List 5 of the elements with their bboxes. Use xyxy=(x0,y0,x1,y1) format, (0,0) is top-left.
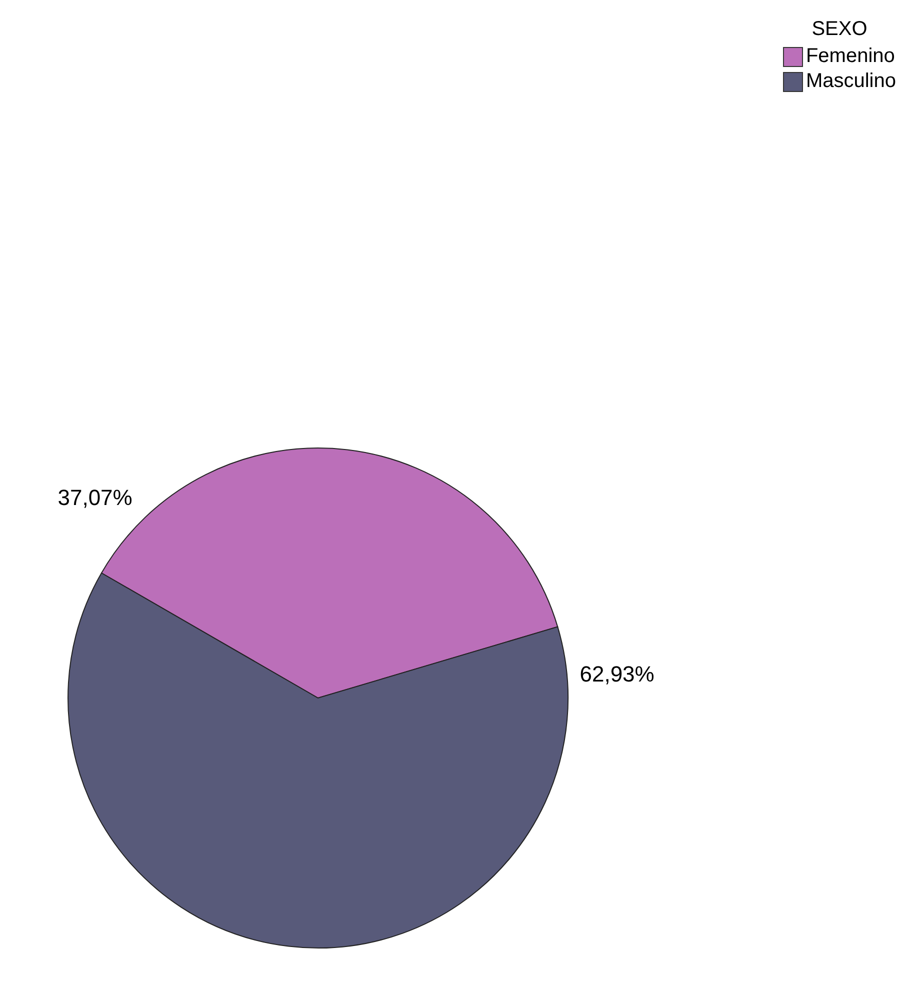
data-label: 62,93% xyxy=(580,662,654,687)
legend-label: Masculino xyxy=(806,70,896,93)
legend-title: SEXO xyxy=(810,18,868,41)
legend-label: Femenino xyxy=(806,45,895,68)
data-label: 37,07% xyxy=(58,484,132,510)
